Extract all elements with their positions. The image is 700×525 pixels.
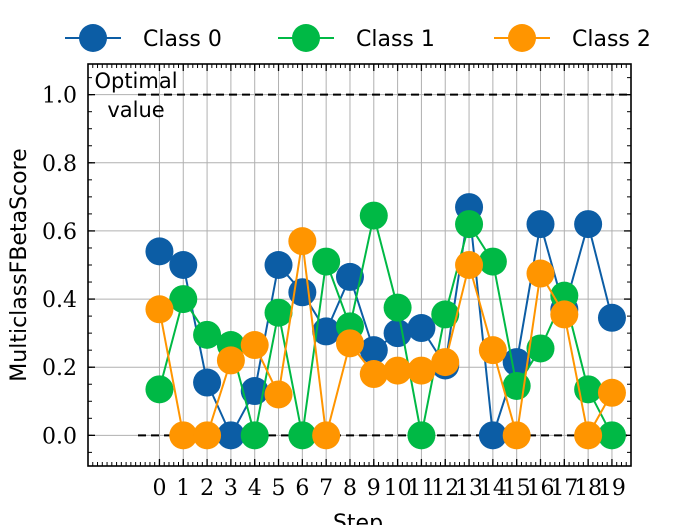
data-point: [597, 303, 626, 332]
data-point: [502, 348, 531, 377]
data-point: [312, 421, 341, 450]
data-point: [335, 262, 364, 291]
data-point: [407, 314, 436, 343]
x-tick-label: 2: [200, 476, 214, 501]
y-tick-label: 0.2: [42, 356, 77, 381]
legend-marker: [292, 24, 320, 52]
data-point: [478, 421, 507, 450]
annotation-line2: value: [107, 98, 164, 122]
x-tick-label: 17: [550, 476, 578, 501]
data-point: [240, 331, 269, 360]
data-point: [383, 356, 412, 385]
data-point: [383, 293, 412, 322]
x-tick-label: 19: [598, 476, 626, 501]
y-tick-label: 1.0: [42, 84, 77, 109]
x-axis-label: Step: [333, 511, 383, 525]
data-point: [312, 317, 341, 346]
x-tick-label: 9: [367, 476, 381, 501]
data-point: [502, 371, 531, 400]
data-point: [240, 421, 269, 450]
data-point: [574, 421, 603, 450]
data-point: [383, 319, 412, 348]
data-point: [216, 421, 245, 450]
data-point: [478, 336, 507, 365]
x-tick-label: 15: [503, 476, 531, 501]
data-point: [550, 300, 579, 329]
data-point: [264, 380, 293, 409]
data-point: [359, 336, 388, 365]
legend-marker: [79, 24, 107, 52]
x-tick-label: 6: [295, 476, 309, 501]
data-point: [288, 227, 317, 256]
data-point: [193, 368, 222, 397]
x-tick-label: 3: [224, 476, 238, 501]
data-point: [216, 346, 245, 375]
x-tick-label: 11: [407, 476, 435, 501]
data-point: [431, 300, 460, 329]
plot-frame: [87, 63, 632, 467]
x-tick-label: 12: [431, 476, 459, 501]
x-tick-label: 14: [479, 476, 507, 501]
data-point: [431, 348, 460, 377]
data-point: [526, 334, 555, 363]
legend: Class 0 Class 1 Class 2: [65, 24, 651, 52]
data-point: [502, 421, 531, 450]
series-group: [145, 193, 626, 450]
data-point: [478, 247, 507, 276]
x-tick-label: 16: [527, 476, 555, 501]
data-point: [335, 329, 364, 358]
legend-label: Class 0: [143, 27, 222, 52]
data-point: [169, 285, 198, 314]
data-point: [145, 237, 174, 266]
data-point: [597, 421, 626, 450]
data-point: [359, 360, 388, 389]
data-point: [455, 210, 484, 239]
y-axis-label: MulticlassFBetaScore: [7, 148, 32, 381]
data-point: [169, 421, 198, 450]
x-tick-label: 1: [176, 476, 190, 501]
x-tick-label: 8: [343, 476, 357, 501]
data-point: [526, 259, 555, 288]
data-point: [193, 421, 222, 450]
series-2: [145, 227, 626, 450]
y-tick-label: 0.6: [42, 220, 77, 245]
data-point: [597, 378, 626, 407]
data-point: [193, 320, 222, 349]
y-tick-label: 0.4: [42, 288, 77, 313]
x-tick-label: 5: [272, 476, 286, 501]
y-tick-label: 0.0: [42, 424, 77, 449]
data-point: [455, 251, 484, 279]
data-point: [145, 375, 174, 404]
series-line: [158, 215, 613, 436]
data-point: [574, 210, 603, 239]
legend-entry-0: Class 0: [65, 24, 222, 52]
legend-marker: [508, 24, 536, 52]
x-tick-label: 0: [152, 476, 166, 501]
data-point: [312, 247, 341, 276]
legend-label: Class 1: [356, 27, 435, 52]
data-point: [288, 421, 317, 450]
legend-label: Class 2: [572, 27, 651, 52]
x-tick-label: 18: [574, 476, 602, 501]
data-point: [407, 421, 436, 450]
data-point: [526, 210, 555, 239]
legend-entry-1: Class 1: [278, 24, 435, 52]
data-point: [264, 251, 293, 279]
series-1: [145, 201, 626, 450]
data-point: [359, 201, 388, 230]
x-tick-label: 13: [455, 476, 483, 501]
data-point: [407, 356, 436, 385]
x-tick-label: 10: [384, 476, 412, 501]
annotation-line1: Optimal: [94, 69, 177, 93]
x-tick-label: 4: [248, 476, 262, 501]
data-point: [264, 298, 293, 327]
data-point: [145, 295, 174, 324]
data-point: [169, 251, 198, 279]
series-line: [158, 206, 613, 438]
legend-entry-2: Class 2: [494, 24, 651, 52]
y-tick-label: 0.8: [42, 152, 77, 177]
x-tick-label: 7: [319, 476, 333, 501]
